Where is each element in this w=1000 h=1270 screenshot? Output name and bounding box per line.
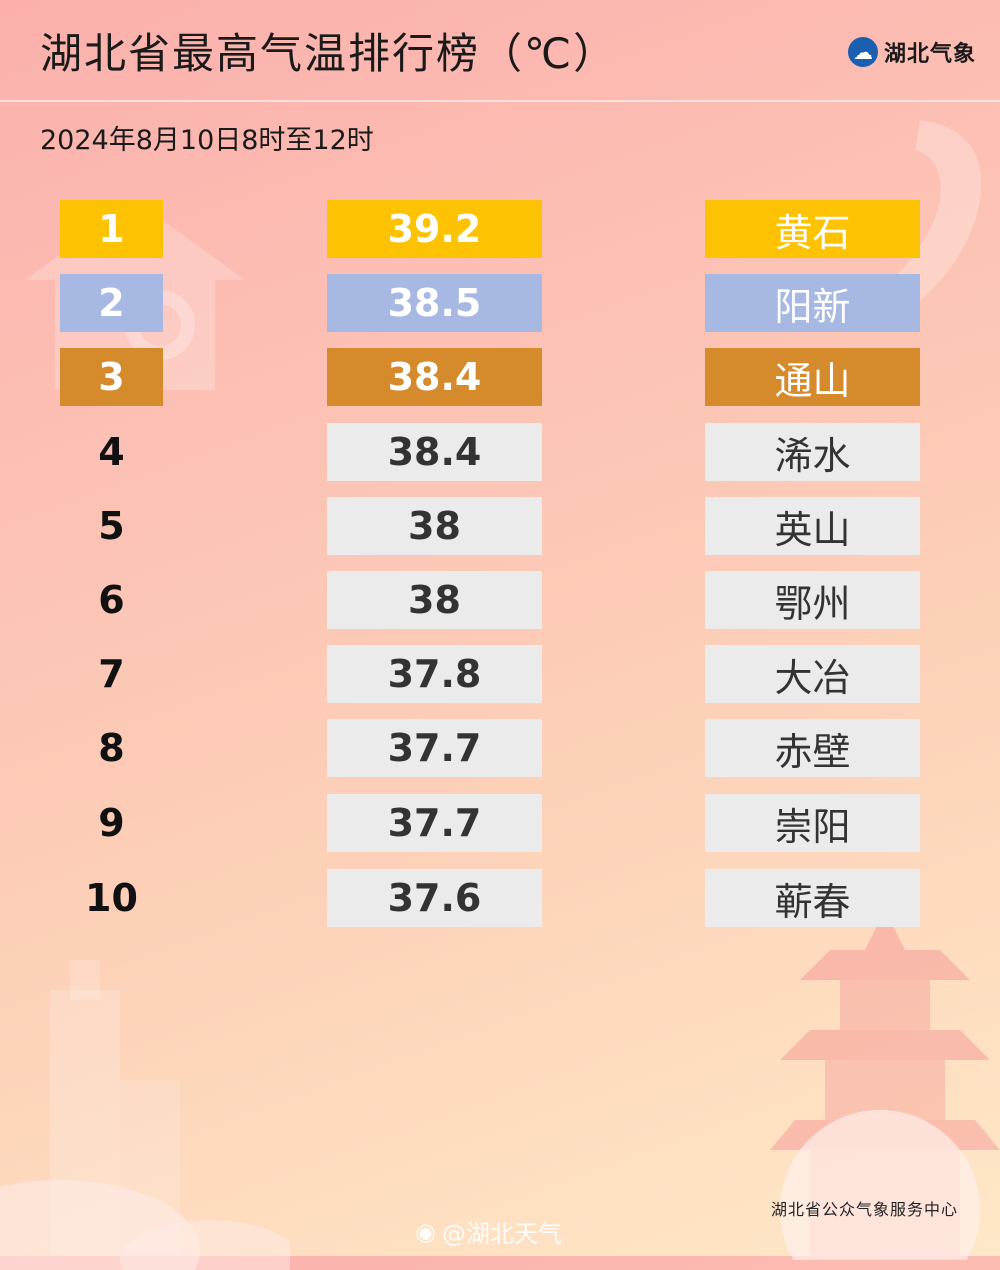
organization-credit: 湖北省公众气象服务中心 <box>770 1200 958 1219</box>
rank-cell: 9 <box>98 801 125 845</box>
brand-logo: ☁ 湖北气象 <box>847 34 976 70</box>
ranking-row: 1 39.2 黄石 <box>0 200 1000 258</box>
rank-cell: 8 <box>98 726 125 770</box>
city-cell: 浠水 <box>705 423 920 481</box>
rank-cell: 7 <box>98 652 125 696</box>
page-title: 湖北省最高气温排行榜（℃） <box>40 29 618 78</box>
city-cell: 蕲春 <box>705 869 920 927</box>
weibo-handle: @湖北天气 <box>441 1220 562 1248</box>
ranking-row: 4 38.4 浠水 <box>0 423 1000 481</box>
temperature-cell: 38.4 <box>327 423 542 481</box>
cloud-right-decoration <box>780 1110 980 1260</box>
ranking-row: 5 38 英山 <box>0 497 1000 555</box>
city-cell: 英山 <box>705 497 920 555</box>
rank-cell: 1 <box>60 200 163 258</box>
ranking-row: 6 38 鄂州 <box>0 571 1000 629</box>
ranking-row: 7 37.8 大冶 <box>0 645 1000 703</box>
brand-name: 湖北气象 <box>883 42 976 67</box>
weather-logo-icon: ☁ <box>847 37 878 67</box>
ranking-row: 8 37.7 赤壁 <box>0 719 1000 777</box>
ranking-row: 10 37.6 蕲春 <box>0 869 1000 927</box>
city-cell: 鄂州 <box>705 571 920 629</box>
weibo-watermark: ◉ @湖北天气 <box>415 1214 562 1249</box>
rank-cell: 2 <box>60 274 163 332</box>
date-range-subtitle: 2024年8月10日8时至12时 <box>40 125 374 156</box>
temperature-cell: 39.2 <box>327 200 542 258</box>
weibo-icon: ◉ <box>415 1217 436 1246</box>
rank-cell: 5 <box>98 504 125 548</box>
rank-cell: 10 <box>85 876 138 920</box>
temperature-cell: 37.7 <box>327 719 542 777</box>
temperature-cell: 37.7 <box>327 794 542 852</box>
rank-cell: 6 <box>98 578 125 622</box>
temperature-cell: 38.4 <box>327 348 542 406</box>
city-cell: 赤壁 <box>705 719 920 777</box>
building-left-decoration <box>50 960 180 1256</box>
city-cell: 通山 <box>705 348 920 406</box>
city-cell: 大冶 <box>705 645 920 703</box>
ranking-row: 9 37.7 崇阳 <box>0 794 1000 852</box>
title-bar: 湖北省最高气温排行榜（℃） ☁ 湖北气象 <box>0 0 1000 102</box>
ranking-row: 2 38.5 阳新 <box>0 274 1000 332</box>
city-cell: 黄石 <box>705 200 920 258</box>
rank-cell: 3 <box>60 348 163 406</box>
rank-cell: 4 <box>98 430 125 474</box>
temperature-cell: 37.6 <box>327 869 542 927</box>
cloud-left-decoration <box>0 1180 290 1270</box>
temperature-cell: 38 <box>327 497 542 555</box>
temperature-cell: 38.5 <box>327 274 542 332</box>
temperature-cell: 38 <box>327 571 542 629</box>
city-cell: 崇阳 <box>705 794 920 852</box>
ranking-row: 3 38.4 通山 <box>0 348 1000 406</box>
city-cell: 阳新 <box>705 274 920 332</box>
temperature-cell: 37.8 <box>327 645 542 703</box>
